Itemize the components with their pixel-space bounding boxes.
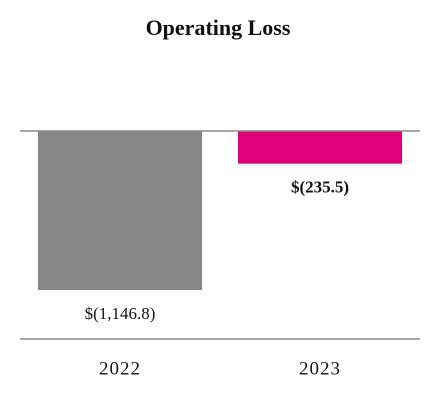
bar xyxy=(38,131,202,291)
bar xyxy=(238,131,402,164)
value-label: $(235.5) xyxy=(291,178,349,197)
x-tick-label: 2023 xyxy=(299,358,341,379)
value-label: $(1,146.8) xyxy=(85,304,156,323)
x-tick-label: 2022 xyxy=(99,358,141,379)
chart-title: Operating Loss xyxy=(146,15,291,40)
